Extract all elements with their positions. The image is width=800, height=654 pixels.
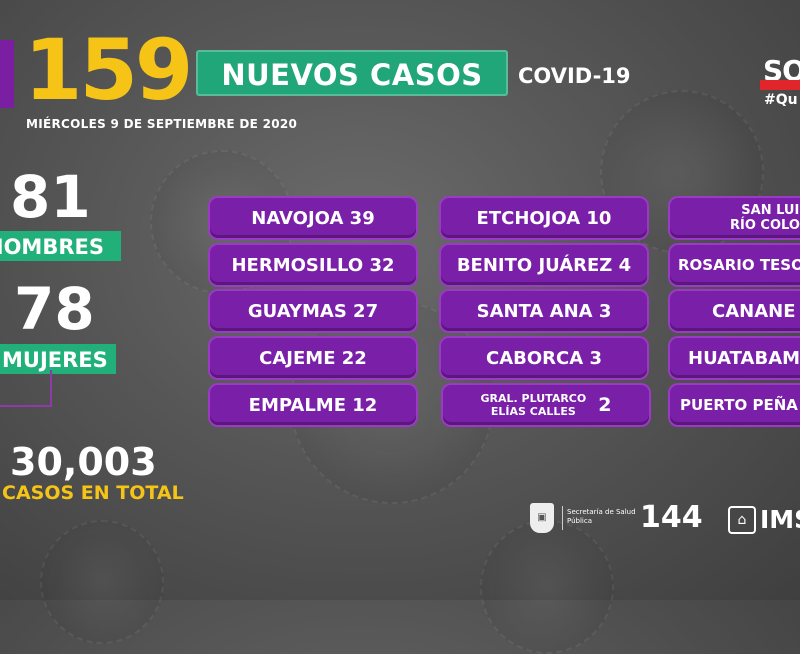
divider-line [0, 405, 52, 407]
municipality-pill: HERMOSILLO 32 [210, 245, 416, 285]
municipality-pill: SAN LUIS RÍO COLORA [670, 198, 800, 238]
municipality-pill: EMPALME 12 [210, 385, 416, 425]
divider-line [50, 370, 52, 407]
municipality-pill: ROSARIO TESO [670, 245, 800, 285]
new-cases-number: 159 [24, 21, 193, 119]
municipality-name-line1: GRAL. PLUTARCO [480, 392, 587, 405]
municipality-pill: SANTA ANA 3 [441, 291, 647, 331]
brand-hashtag: #Qu [764, 92, 798, 108]
secretaria-logo-text: Secretaría de Salud Pública [567, 508, 636, 525]
virus-background-shape [480, 520, 614, 654]
women-count: 78 [14, 275, 95, 343]
municipality-pill: BENITO JUÁREZ 4 [441, 245, 647, 285]
municipality-pill: ETCHOJOA 10 [441, 198, 647, 238]
municipality-pill: CANANE [670, 291, 800, 331]
women-label-box: MUJERES [0, 344, 116, 374]
imss-logo-text: IMS [760, 505, 800, 534]
municipality-name-line2: RÍO COLORA [730, 218, 800, 233]
imss-icon: ⌂ [728, 506, 756, 534]
covid-label: COVID-19 [518, 64, 631, 88]
hotline-number: 144 [640, 500, 703, 535]
municipality-pill: PUERTO PEÑA [670, 385, 800, 425]
total-cases-label: CASOS EN TOTAL [2, 482, 184, 504]
brand-logo-bar [760, 80, 800, 90]
municipality-pill: GRAL. PLUTARCO ELÍAS CALLES 2 [443, 385, 649, 425]
men-label: HOMBRES [0, 235, 104, 259]
municipality-pill: HUATABAM [670, 338, 800, 378]
men-count: 81 [10, 163, 91, 231]
new-cases-title-box: NUEVOS CASOS [196, 50, 508, 96]
women-label: MUJERES [2, 348, 108, 372]
municipality-pill: GUAYMAS 27 [210, 291, 416, 331]
municipality-name-line2: ELÍAS CALLES [490, 405, 576, 418]
divider-line [562, 506, 563, 530]
government-shield-icon: ▣ [530, 503, 554, 533]
municipality-pill: CAJEME 22 [210, 338, 416, 378]
municipality-pill: CABORCA 3 [441, 338, 647, 378]
new-cases-title: NUEVOS CASOS [221, 58, 483, 92]
report-date: MIÉRCOLES 9 DE SEPTIEMBRE DE 2020 [26, 117, 298, 131]
municipality-name-line1: SAN LUIS [741, 203, 800, 218]
accent-bar [0, 40, 14, 108]
municipality-count: 2 [598, 394, 612, 416]
men-label-box: HOMBRES [0, 231, 121, 261]
total-cases-number: 30,003 [10, 440, 157, 484]
municipality-pill: NAVOJOA 39 [210, 198, 416, 238]
virus-background-shape [40, 520, 164, 644]
